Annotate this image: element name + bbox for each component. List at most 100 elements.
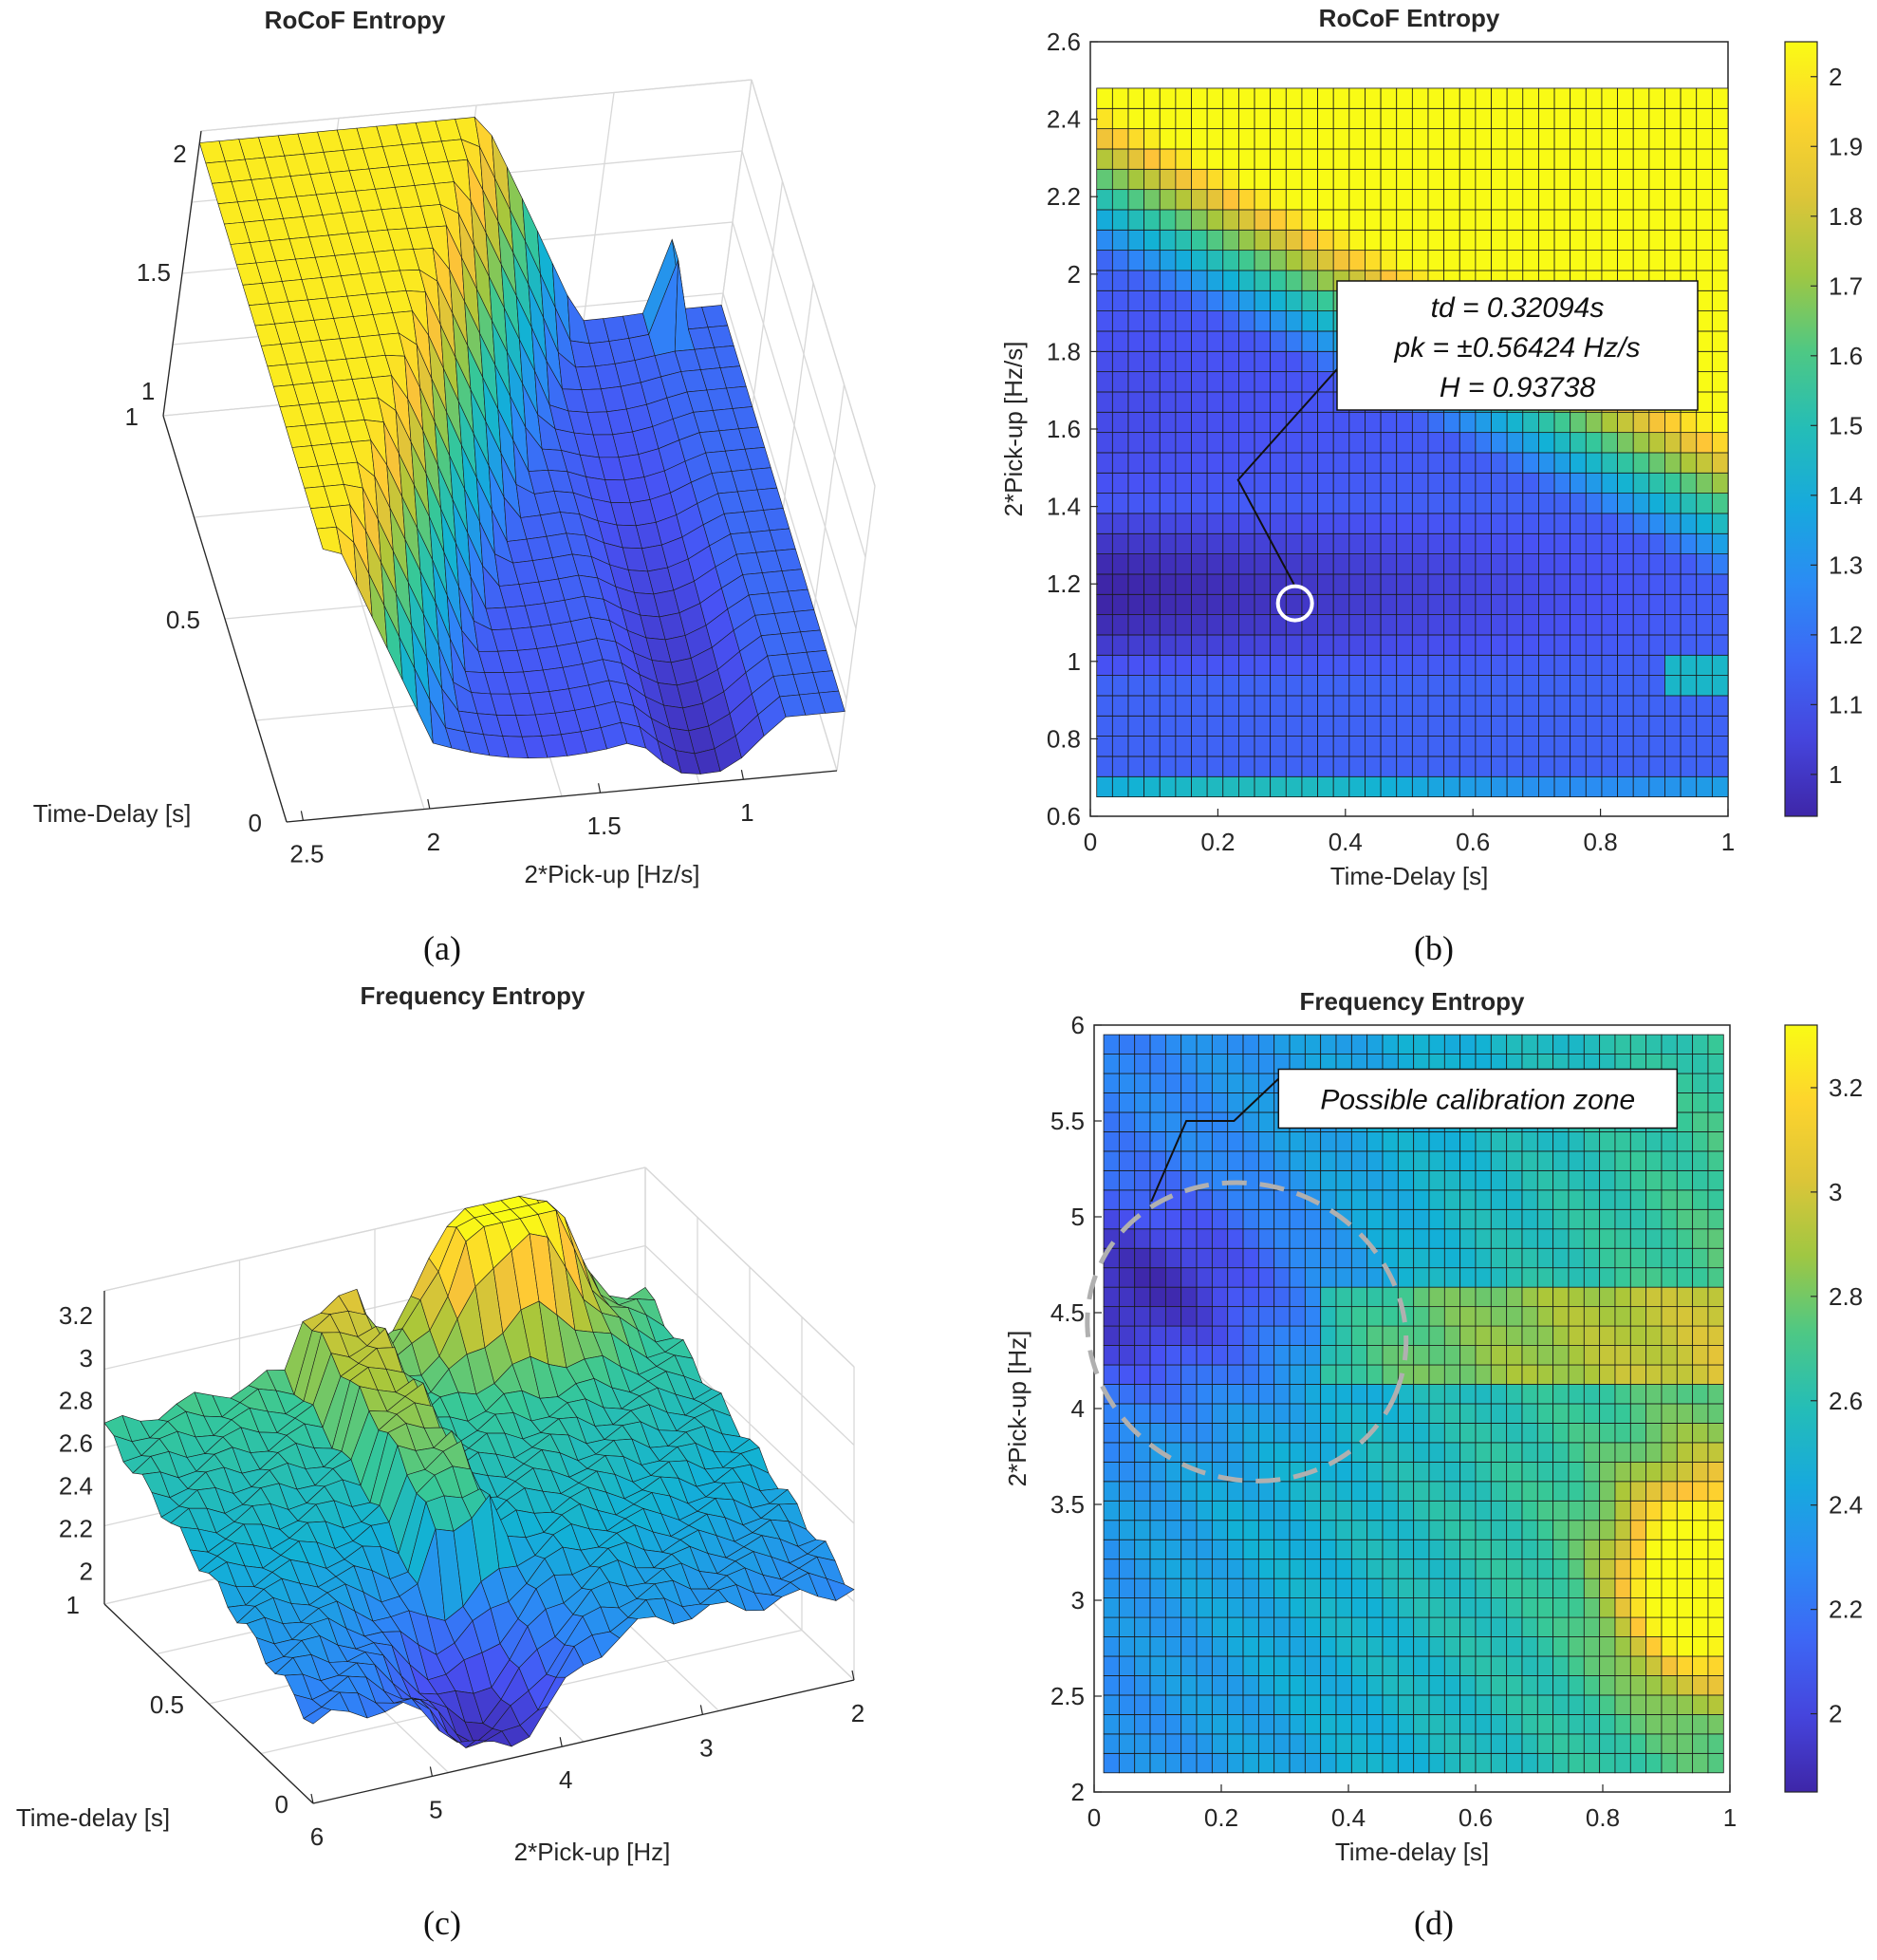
b-cell [1159,350,1177,373]
d-cell [1629,1034,1647,1055]
d-cell [1335,1345,1352,1366]
b-ytick-label: 2 [1068,260,1081,289]
d-cell [1521,1597,1538,1618]
d-cell [1629,1597,1647,1618]
b-cell [1491,593,1508,616]
b-cell [1380,775,1398,798]
d-cell [1103,1481,1120,1502]
d-cell [1103,1306,1120,1327]
b-cell [1696,493,1713,514]
b-cell [1222,614,1239,636]
d-cell [1661,1169,1678,1191]
b-cell [1285,593,1303,616]
b-cell [1332,493,1350,514]
d-cell [1273,1481,1291,1502]
d-cell [1180,1073,1198,1093]
b-cell [1222,553,1239,575]
b-cell [1096,654,1113,677]
b-cell [1617,209,1634,231]
d-cell [1490,1520,1508,1540]
d-cell [1397,1500,1415,1521]
b-cell [1365,715,1382,737]
b-cell [1475,229,1492,252]
d-cell [1413,1636,1430,1657]
d-cell [1521,1228,1538,1249]
b-cell [1443,573,1460,595]
b-cell [1127,330,1145,352]
d-cell [1552,1345,1570,1366]
b-cell [1396,634,1413,656]
b-cell [1270,330,1287,352]
d-cell [1707,1384,1724,1405]
b-cell [1522,229,1539,252]
d-cell [1707,1636,1724,1657]
d-cell [1475,1577,1492,1599]
d-cell [1443,1364,1461,1385]
b-cell [1254,553,1272,575]
d-cell [1645,1461,1663,1483]
b-cell [1317,634,1334,656]
b-cell [1411,553,1429,575]
d-cell [1490,1616,1508,1637]
b-cell [1191,593,1208,616]
d-cell [1227,1636,1244,1657]
b-cell [1285,128,1303,150]
d-cell [1382,1655,1399,1676]
b-cell [1222,695,1239,717]
d-cell [1289,1306,1306,1327]
d-cell [1629,1150,1647,1171]
b-cell [1111,229,1129,252]
b-cell [1411,432,1429,454]
d-cell [1459,1655,1477,1676]
b-cell [1522,452,1539,474]
d-cell [1428,1228,1445,1249]
b-cell [1711,391,1729,413]
b-cell [1648,472,1665,495]
d-cell [1614,1403,1631,1424]
d-cell [1428,1325,1445,1346]
d-cell [1289,1539,1306,1560]
b-cell [1348,715,1366,737]
b-cell [1096,371,1113,393]
b-cell [1175,250,1192,271]
b-ytick-label: 2.2 [1047,182,1081,211]
d-cell [1382,1520,1399,1540]
b-cell [1617,715,1634,737]
b-cell [1459,189,1477,211]
b-cell [1222,432,1239,454]
d-cell [1428,1286,1445,1308]
d-cell [1227,1714,1244,1735]
d-cell [1676,1461,1694,1483]
d-annotation-text: Possible calibration zone [1320,1085,1635,1116]
d-cell [1227,1481,1244,1502]
d-cell [1382,1694,1399,1715]
d-cell [1304,1481,1322,1502]
d-cell [1289,1636,1306,1657]
b-cell [1301,775,1318,798]
d-cell [1257,1228,1275,1249]
d-cell [1490,1752,1508,1774]
d-xlabel: Time-delay [s] [1335,1838,1489,1866]
b-cell [1696,168,1713,191]
caption-c: (c) [423,1904,461,1942]
d-cell [1335,1694,1352,1715]
b-cell [1285,371,1303,393]
d-cell [1134,1286,1151,1308]
b-cell [1143,472,1161,495]
d-cell [1645,1150,1663,1171]
b-cell [1491,695,1508,717]
d-cell [1707,1403,1724,1424]
b-cell [1538,452,1555,474]
d-cell [1521,1694,1538,1715]
d-cell [1490,1228,1508,1249]
b-cell [1506,209,1524,231]
d-cell [1196,1208,1213,1230]
d-cell [1521,1442,1538,1463]
d-cell [1645,1325,1663,1346]
d-cell [1149,1559,1166,1579]
d-cell [1536,1189,1554,1210]
b-cell [1664,189,1682,211]
d-cell [1196,1752,1213,1774]
d-cell [1521,1461,1538,1483]
d-cell [1490,1442,1508,1463]
